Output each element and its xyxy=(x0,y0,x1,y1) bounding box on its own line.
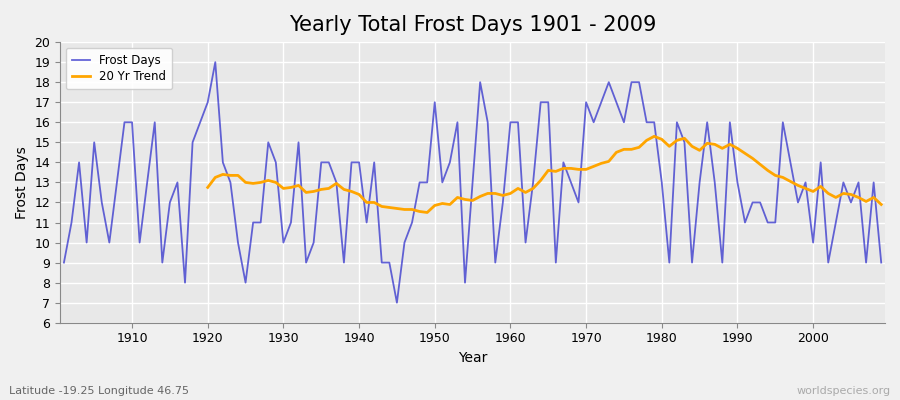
Title: Yearly Total Frost Days 1901 - 2009: Yearly Total Frost Days 1901 - 2009 xyxy=(289,15,656,35)
Frost Days xyxy=(876,260,886,265)
Line: Frost Days: Frost Days xyxy=(64,62,881,303)
Y-axis label: Frost Days: Frost Days xyxy=(15,146,29,219)
20 Yr Trend xyxy=(687,144,698,149)
20 Yr Trend xyxy=(876,202,886,207)
20 Yr Trend xyxy=(649,134,660,139)
Frost Days xyxy=(520,240,531,245)
Line: 20 Yr Trend: 20 Yr Trend xyxy=(208,136,881,212)
20 Yr Trend xyxy=(293,183,304,188)
Frost Days xyxy=(210,60,220,64)
X-axis label: Year: Year xyxy=(458,351,487,365)
Text: worldspecies.org: worldspecies.org xyxy=(796,386,891,396)
Frost Days xyxy=(392,300,402,305)
20 Yr Trend xyxy=(422,210,433,215)
Frost Days xyxy=(119,120,130,125)
Frost Days xyxy=(513,120,524,125)
20 Yr Trend xyxy=(860,199,871,204)
20 Yr Trend xyxy=(407,207,418,212)
Legend: Frost Days, 20 Yr Trend: Frost Days, 20 Yr Trend xyxy=(66,48,172,89)
20 Yr Trend xyxy=(793,183,804,188)
Frost Days xyxy=(293,140,304,145)
Frost Days xyxy=(611,100,622,105)
Frost Days xyxy=(338,260,349,265)
20 Yr Trend xyxy=(778,175,788,180)
20 Yr Trend xyxy=(202,185,213,190)
Text: Latitude -19.25 Longitude 46.75: Latitude -19.25 Longitude 46.75 xyxy=(9,386,189,396)
Frost Days xyxy=(58,260,69,265)
